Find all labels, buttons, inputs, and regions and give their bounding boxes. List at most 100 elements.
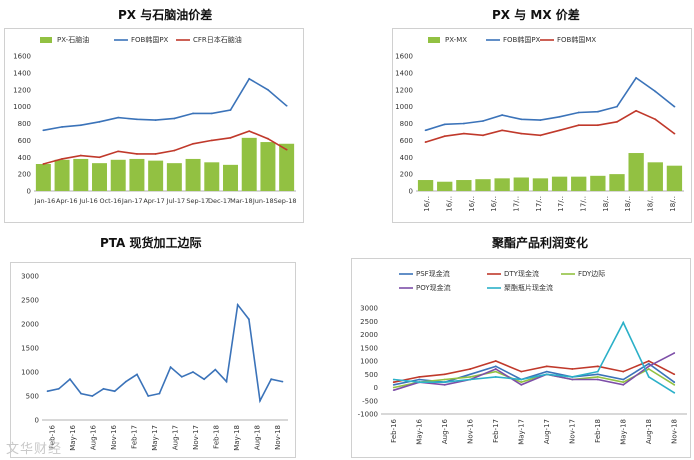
x-tick-label: Apr-17 — [143, 197, 164, 205]
data-point — [545, 373, 548, 376]
x-tick-label: 18/.. — [602, 196, 610, 212]
y-tick-label: 3000 — [21, 273, 39, 281]
y-tick-label: 1600 — [13, 53, 31, 61]
data-point — [622, 321, 625, 324]
data-point — [673, 132, 676, 135]
x-tick-label: 16/.. — [490, 196, 498, 212]
legend-label: PX-MX — [445, 36, 467, 44]
data-point — [42, 163, 45, 165]
data-point — [136, 152, 138, 155]
data-point — [192, 112, 194, 115]
data-point — [596, 370, 599, 373]
data-point — [469, 378, 472, 381]
series-line — [425, 76, 675, 132]
bar — [437, 181, 453, 191]
data-point — [98, 120, 101, 123]
data-point — [192, 371, 194, 373]
y-tick-label: 0 — [374, 384, 378, 392]
data-point — [225, 380, 228, 383]
chart-title: PX 与 MX 价差 — [492, 8, 580, 22]
data-point — [520, 381, 523, 384]
data-point — [117, 116, 120, 119]
y-tick-label: 2500 — [21, 297, 39, 305]
legend-label: 聚酯瓶片现金流 — [504, 283, 553, 292]
bar — [666, 165, 683, 191]
y-tick-label: 1000 — [360, 358, 378, 366]
data-point — [169, 366, 172, 369]
legend-label: PSF现金流 — [416, 269, 450, 278]
data-point — [635, 77, 638, 79]
x-tick-label: 18/.. — [669, 196, 677, 212]
data-point — [46, 390, 49, 393]
chart-pta-margin: PTA 现货加工边际 0 500 1000 1500 2000 2500 3000 Feb-1… — [0, 230, 347, 460]
y-tick-label: 500 — [26, 393, 39, 401]
data-point — [596, 124, 599, 127]
data-point — [61, 125, 63, 128]
data-point — [545, 365, 548, 368]
data-point — [654, 90, 657, 93]
x-tick-label: 17/.. — [535, 196, 543, 212]
chart-px-naphtha: PX 与石脑油价差 0 200 400 600 800 1000 1200 1400 1600 J… — [0, 0, 347, 230]
bar — [54, 159, 70, 191]
data-point — [647, 365, 650, 368]
y-tick-label: 600 — [18, 137, 31, 145]
legend-label: FOB韩国PX — [131, 35, 169, 44]
series-line — [393, 320, 675, 394]
data-point — [113, 390, 116, 393]
bar — [609, 174, 625, 191]
y-tick-label: 400 — [18, 154, 31, 162]
x-tick-label: May-18 — [619, 419, 627, 445]
x-tick-label: Aug-17 — [171, 425, 179, 450]
bar — [223, 164, 238, 191]
y-tick-label: 800 — [400, 120, 413, 128]
y-tick-label: 0 — [409, 188, 413, 196]
data-point — [180, 375, 183, 378]
data-point — [673, 352, 676, 354]
data-point — [147, 395, 150, 397]
data-point — [622, 381, 625, 384]
data-point — [520, 370, 523, 373]
x-tick-label: Feb-16 — [390, 418, 398, 442]
data-point — [596, 376, 599, 378]
x-tick-label: May-17 — [517, 419, 525, 445]
y-tick-label: 1500 — [360, 344, 378, 352]
data-point — [577, 124, 580, 127]
y-tick-label: -1000 — [358, 411, 378, 419]
x-tick-label: Aug-16 — [89, 424, 97, 450]
data-point — [622, 378, 625, 381]
legend-swatch — [428, 37, 440, 43]
y-tick-label: 0 — [27, 188, 31, 196]
data-point — [596, 365, 599, 368]
x-tick-label: Nov-17 — [192, 425, 200, 450]
bar — [417, 180, 434, 191]
y-tick-label: 1200 — [13, 86, 31, 94]
bar — [456, 180, 472, 191]
bar — [628, 153, 644, 191]
bar — [532, 178, 549, 191]
bar — [241, 137, 257, 191]
series-line — [43, 77, 288, 132]
x-tick-label: Jun-18 — [252, 197, 274, 205]
data-point — [98, 156, 101, 159]
data-point — [267, 88, 269, 91]
data-point — [285, 148, 288, 151]
data-point — [545, 370, 548, 373]
bar — [204, 162, 220, 191]
data-point — [392, 381, 395, 384]
data-point — [443, 381, 446, 384]
x-tick-label: Feb-17 — [492, 419, 500, 443]
y-tick-label: 1000 — [13, 103, 31, 111]
y-tick-label: 1500 — [21, 345, 39, 353]
bar — [551, 176, 568, 191]
data-point — [622, 383, 625, 386]
data-point — [270, 378, 273, 381]
bar — [571, 176, 587, 191]
x-tick-label: Aug-16 — [441, 418, 449, 444]
y-tick-label: 600 — [400, 137, 413, 145]
legend-label: POY现金流 — [416, 283, 451, 292]
y-tick-label: 0 — [35, 417, 39, 425]
y-tick-label: 1400 — [395, 69, 413, 77]
bar — [513, 177, 529, 191]
data-point — [469, 376, 472, 378]
data-point — [443, 373, 446, 376]
